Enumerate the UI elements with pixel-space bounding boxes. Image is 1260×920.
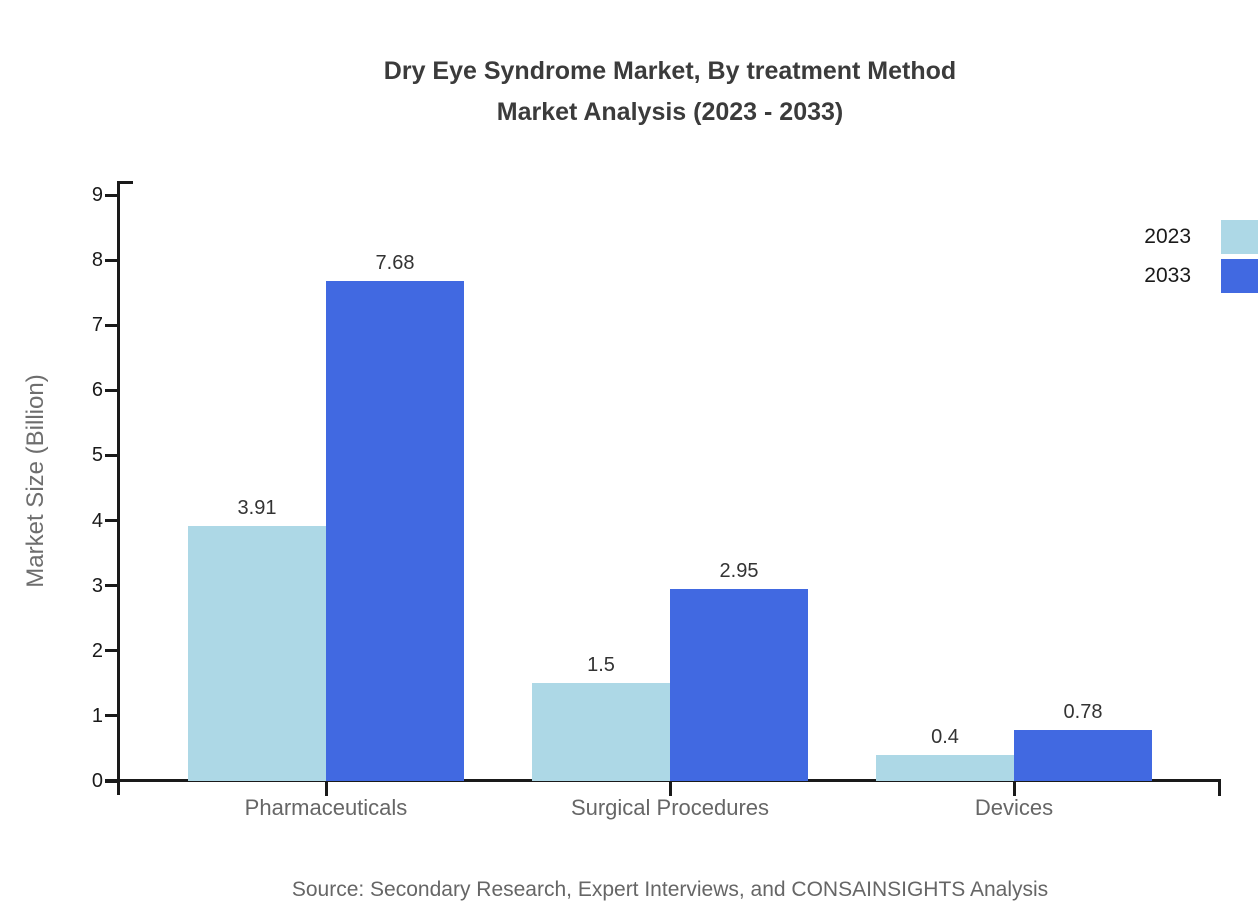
bar-2033-devices [1014,730,1152,781]
y-tick-0 [105,779,119,783]
y-tick-label-6: 6 [91,379,103,402]
y-tick-label-8: 8 [91,249,103,272]
category-label-surgical-procedures: Surgical Procedures [570,795,770,820]
value-label-2023-devices: 0.4 [931,725,959,748]
y-axis-line [117,181,120,795]
chart-title: Dry Eye Syndrome Market, By treatment Me… [80,51,1260,133]
value-label-2023-surgical-procedures: 1.5 [587,654,615,677]
y-axis-top-cap [119,181,133,184]
legend-label-2033: 2033 [1144,264,1191,287]
chart-title-line2: Market Analysis (2023 - 2033) [496,98,844,126]
value-label-2033-surgical-procedures: 2.95 [719,559,759,582]
y-tick-label-2: 2 [91,639,103,662]
y-tick-7 [105,323,119,327]
y-tick-6 [105,388,119,392]
x-axis-right-cap [1218,781,1221,796]
legend-swatch-2033 [1221,259,1258,293]
category-label-pharmaceuticals: Pharmaceuticals [244,795,408,820]
y-tick-label-5: 5 [91,444,103,467]
value-label-2033-devices: 0.78 [1063,701,1103,724]
y-tick-8 [105,258,119,262]
y-tick-label-0: 0 [91,770,103,792]
legend-row-2033: 2033 [1144,259,1258,293]
bar-2023-pharmaceuticals [188,526,326,781]
y-tick-2 [105,649,119,653]
y-tick-3 [105,584,119,588]
y-tick-1 [105,714,119,718]
x-tick-devices [1012,781,1016,796]
y-tick-9 [105,193,119,197]
y-tick-label-7: 7 [91,314,103,337]
value-label-2023-pharmaceuticals: 3.91 [237,497,277,520]
bar-2033-surgical-procedures [670,588,808,781]
legend-swatch-2023 [1221,220,1258,254]
legend-label-2023: 2023 [1144,225,1191,248]
y-tick-label-4: 4 [91,509,103,532]
legend-row-2023: 2023 [1144,220,1258,254]
y-tick-label-9: 9 [91,184,103,206]
y-tick-4 [105,519,119,523]
value-label-2033-pharmaceuticals: 7.68 [375,251,415,274]
category-label-devices: Devices [974,795,1054,820]
bar-2023-surgical-procedures [532,683,670,781]
y-tick-label-1: 1 [91,704,103,727]
source-note: Source: Secondary Research, Expert Inter… [291,878,1049,901]
bar-2033-pharmaceuticals [326,280,464,781]
bar-2023-devices [876,754,1014,781]
y-tick-5 [105,453,119,457]
y-tick-label-3: 3 [91,574,103,597]
chart-title-line1: Dry Eye Syndrome Market, By treatment Me… [383,57,957,85]
legend: 2023 2033 [1144,220,1258,298]
x-tick-pharmaceuticals [324,781,328,796]
x-tick-surgical-procedures [668,781,672,796]
